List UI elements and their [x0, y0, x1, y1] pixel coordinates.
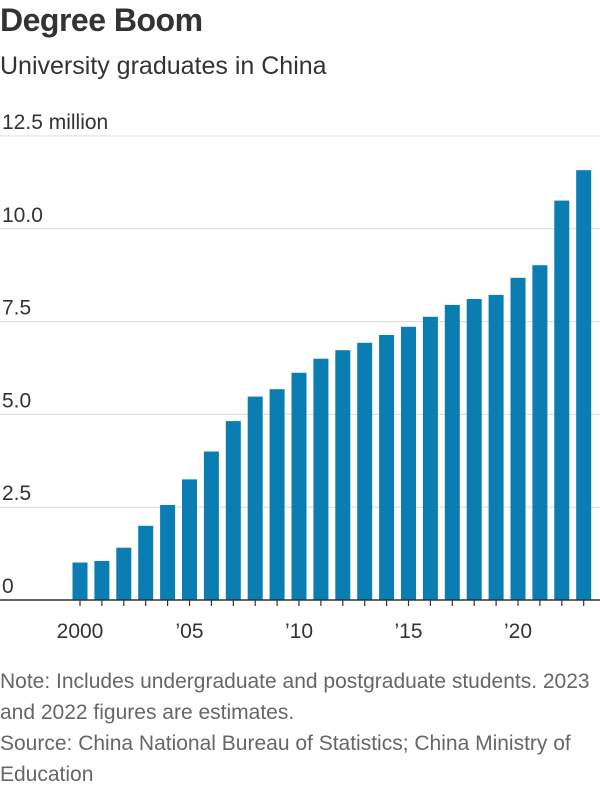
x-axis [0, 599, 600, 606]
bar-2012 [335, 350, 351, 600]
bar-2021 [532, 265, 548, 600]
y-tick-label: 7.5 [2, 297, 31, 320]
bar-2020 [510, 277, 526, 600]
bar-2014 [379, 335, 395, 600]
chart-source: Source: China National Bureau of Statist… [0, 732, 571, 786]
bar-2002 [116, 547, 132, 600]
bar-2008 [247, 396, 263, 600]
chart-title: Degree Boom [0, 2, 203, 38]
x-tick-label: ’05 [175, 620, 203, 643]
bar-2018 [466, 299, 482, 600]
y-tick-label: 12.5 million [2, 111, 108, 134]
y-tick-label: 10.0 [2, 204, 43, 227]
bar-2023 [576, 170, 592, 600]
bar-2009 [269, 389, 285, 600]
x-tick-label: 2000 [57, 620, 104, 643]
bar-2010 [291, 372, 307, 600]
bar-2003 [138, 525, 154, 600]
bar-chart: 0 2.5 5.0 7.5 10.0 12.5 million 2000 ’05 ’10 ’15… [0, 111, 600, 643]
bar-2000 [72, 562, 88, 600]
footnotes: Note: Includes undergraduate and postgra… [0, 666, 600, 790]
y-tick-label: 5.0 [2, 389, 31, 412]
y-tick-label: 2.5 [2, 482, 31, 505]
bar-2019 [488, 294, 504, 600]
chart-note: Note: Includes undergraduate and postgra… [0, 670, 590, 724]
bar-2015 [401, 326, 416, 600]
bar-2011 [313, 358, 329, 600]
bars [72, 170, 592, 600]
bar-2016 [422, 316, 438, 600]
bar-2001 [94, 561, 110, 600]
bar-2005 [182, 479, 197, 600]
bar-2007 [225, 421, 241, 600]
y-tick-labels: 0 2.5 5.0 7.5 10.0 12.5 million [2, 111, 108, 598]
x-tick-label: ’10 [285, 620, 313, 643]
bar-2017 [444, 304, 460, 600]
bar-2004 [160, 505, 176, 600]
x-tick-labels: 2000 ’05 ’10 ’15 ’20 [57, 620, 532, 643]
bar-2006 [203, 451, 219, 600]
bar-2013 [357, 342, 373, 600]
chart-subtitle: University graduates in China [0, 52, 327, 80]
bar-2022 [554, 200, 570, 600]
x-tick-label: ’20 [504, 620, 532, 643]
y-tick-label: 0 [2, 575, 14, 598]
x-tick-label: ’15 [394, 620, 422, 643]
